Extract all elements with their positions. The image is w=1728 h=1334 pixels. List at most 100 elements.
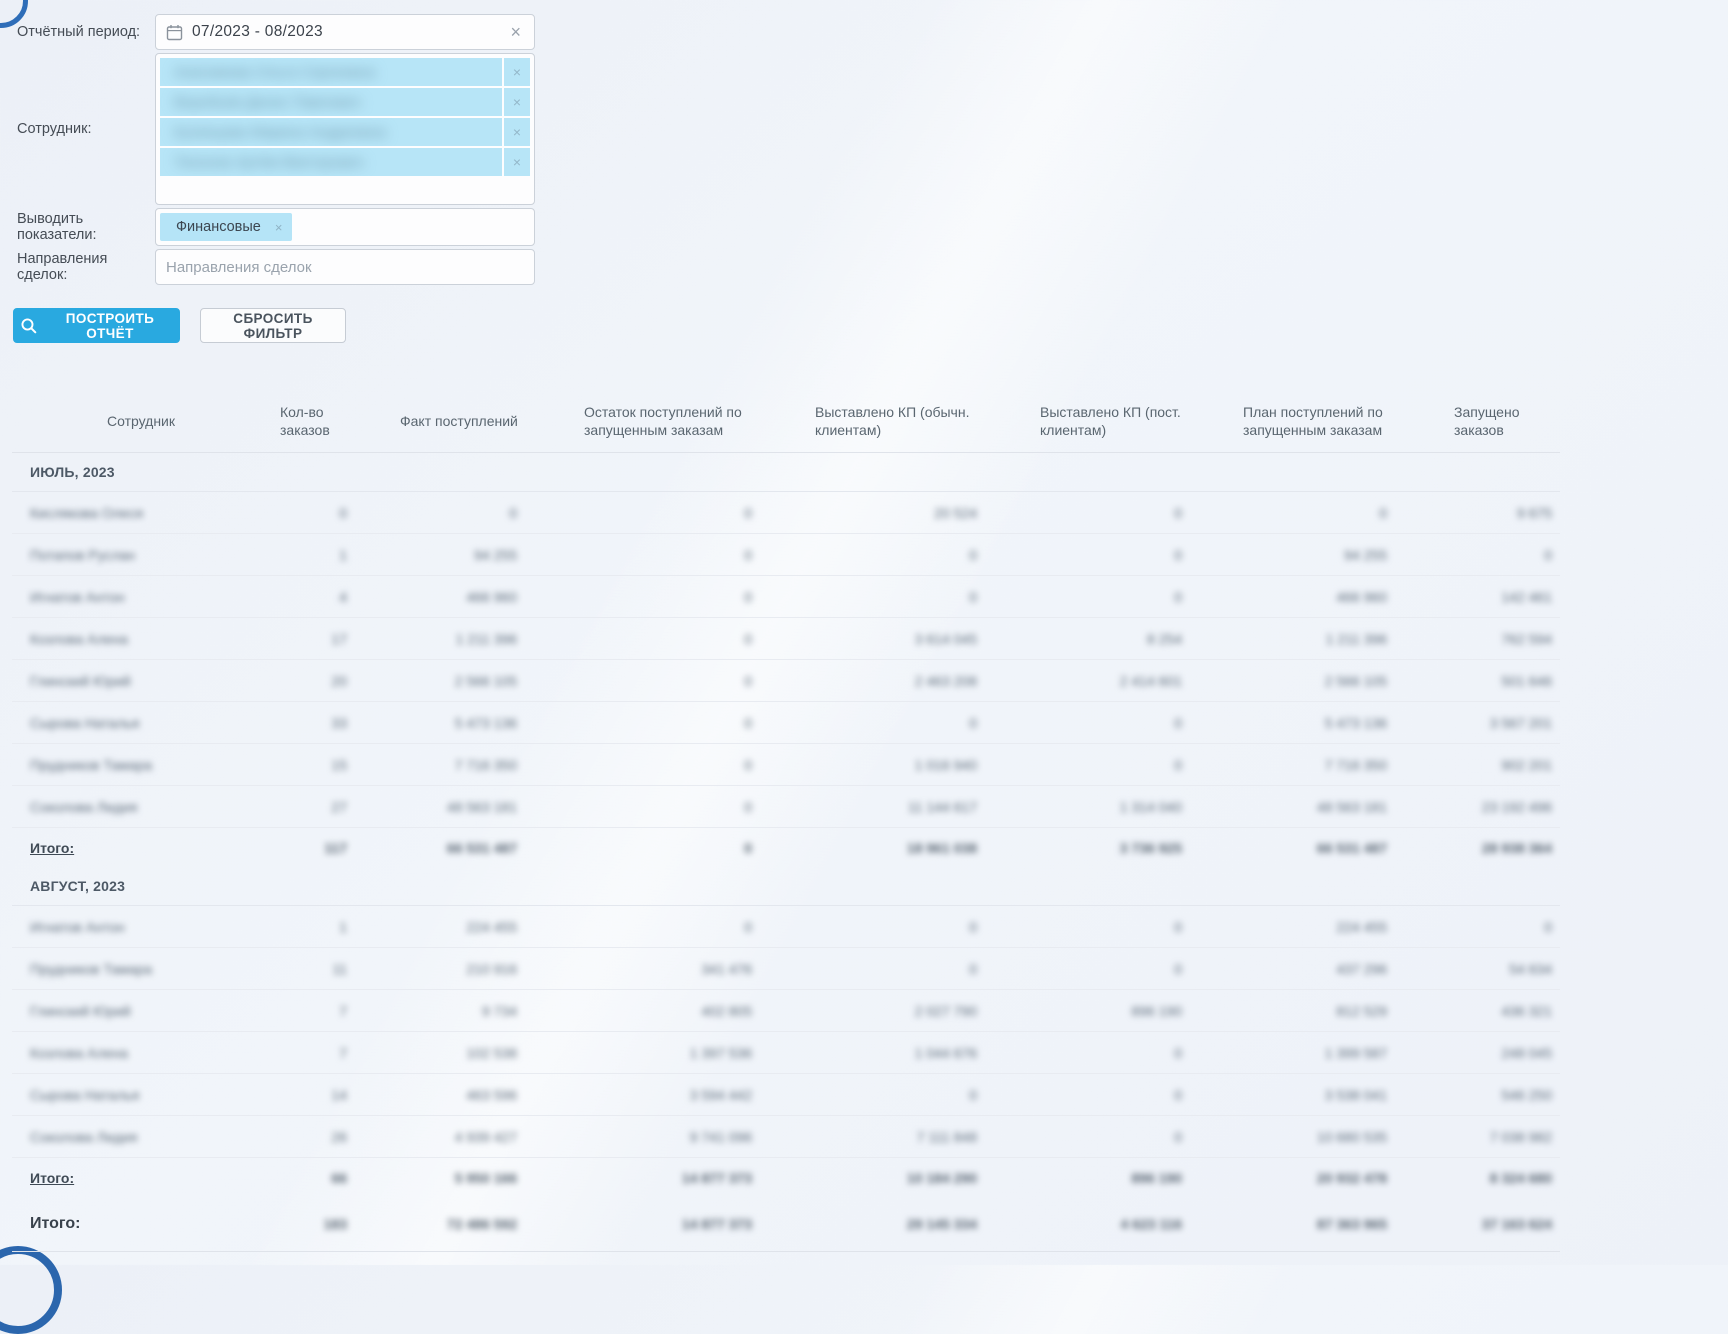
value-cell: 0 (757, 575, 982, 618)
value-cell: 896 190 (1131, 1169, 1182, 1186)
directions-input[interactable]: Направления сделок (155, 249, 535, 285)
value-cell: 0 (1392, 905, 1560, 948)
value-cell: 1 399 587 (1187, 1031, 1392, 1074)
value-cell: 4 939 427 (352, 1115, 522, 1158)
value-cell: 20 932 478 (1316, 1169, 1387, 1186)
value-cell: 18 961 038 (906, 839, 977, 856)
value-cell: 0 (757, 533, 982, 576)
directions-placeholder: Направления сделок (166, 258, 312, 276)
value-cell: 437 296 (1187, 947, 1392, 990)
value-cell: 0 (270, 491, 352, 534)
value-cell: 0 (982, 1031, 1187, 1074)
build-report-button[interactable]: ПОСТРОИТЬ ОТЧЁТ (13, 308, 180, 343)
indicators-multiselect[interactable]: Финансовые × (155, 208, 535, 246)
decorative-arc-bottom (0, 1246, 62, 1334)
value-cell: 1 211 396 (1187, 617, 1392, 660)
indicators-filter-row: Выводить показатели: Финансовые × (0, 208, 560, 246)
employee-multiselect[interactable]: Анисимова Ольга Сергеевна × Воробьёв Денис… (155, 53, 535, 205)
table-row: Игнатов Антон 1 224 455 0 0 0 224 455 0 (12, 905, 1560, 948)
employee-name-cell: Потапов Руслан (12, 533, 270, 576)
value-cell: 5 473 136 (352, 701, 522, 744)
table-row: Глинский Юрий 7 9 734 402 805 2 027 790 896 1… (12, 989, 1560, 1032)
value-cell: 902 201 (1392, 743, 1560, 786)
employee-name-cell: Глинский Юрий (12, 989, 270, 1032)
value-cell: 11 (270, 947, 352, 990)
employee-name-cell: Игнатов Антон (12, 575, 270, 618)
value-cell: 0 (744, 839, 752, 856)
value-cell: 1 (270, 533, 352, 576)
value-cell: 1 016 940 (757, 743, 982, 786)
table-row: Сырова Наталья 33 5 473 136 0 0 0 5 473 136 3 5… (12, 701, 1560, 744)
section-total-label: Итого: (30, 1169, 75, 1186)
value-cell: 466 960 (1187, 575, 1392, 618)
value-cell: 8 254 (982, 617, 1187, 660)
value-cell: 2 463 208 (757, 659, 982, 702)
value-cell: 72 486 592 (352, 1197, 522, 1252)
filter-actions: ПОСТРОИТЬ ОТЧЁТ СБРОСИТЬ ФИЛЬТР (13, 308, 346, 343)
remove-employee-icon[interactable]: × (504, 118, 530, 146)
remove-employee-icon[interactable]: × (504, 148, 530, 176)
value-cell: 1 (270, 905, 352, 948)
value-cell: 2 566 105 (352, 659, 522, 702)
report-table: Сотрудник Кол-во заказов Факт поступлени… (12, 390, 1560, 1252)
value-cell: 0 (522, 701, 757, 744)
employee-name-cell: Глинский Юрий (12, 659, 270, 702)
period-value: 07/2023 - 08/2023 (192, 23, 323, 40)
value-cell: 466 960 (352, 575, 522, 618)
employee-tag-label: Кузнецова Марина Андреевна (160, 118, 502, 146)
value-cell: 20 (270, 659, 352, 702)
employee-name-cell: Игнатов Антон (12, 905, 270, 948)
reset-filter-button[interactable]: СБРОСИТЬ ФИЛЬТР (200, 308, 346, 343)
employee-tag[interactable]: Тихонов Артём Викторович × (160, 148, 530, 176)
table-row: Соколова Лидия 26 4 939 427 9 741 096 7 111 … (12, 1115, 1560, 1158)
grand-total-label: Итого: (12, 1197, 270, 1252)
directions-label: Направления сделок: (17, 251, 108, 283)
value-cell: 1 314 040 (982, 785, 1187, 828)
reset-filter-label: СБРОСИТЬ ФИЛЬТР (233, 310, 313, 341)
value-cell: 0 (522, 491, 757, 534)
value-cell: 10 184 290 (906, 1169, 977, 1186)
value-cell: 3 736 925 (1119, 839, 1182, 856)
value-cell: 501 646 (1392, 659, 1560, 702)
table-row: Глинский Юрий 20 2 566 105 0 2 463 208 2 414 … (12, 659, 1560, 702)
employee-filter-row: Сотрудник: Анисимова Ольга Сергеевна × Вор… (0, 53, 560, 205)
section-total-row: Итого: 117 66 531 487 0 18 961 038 3 736 925 6… (12, 828, 1560, 868)
value-cell: 94 255 (1187, 533, 1392, 576)
employee-name-cell: Кислякова Олеся (12, 491, 270, 534)
employee-name-cell: Сырова Наталья (12, 701, 270, 744)
value-cell: 9 675 (1392, 491, 1560, 534)
period-input[interactable]: 07/2023 - 08/2023 × (155, 14, 535, 50)
employee-name-cell: Соколова Лидия (12, 785, 270, 828)
table-header-row: Сотрудник Кол-во заказов Факт поступлени… (12, 390, 1560, 453)
section-row: ИЮЛЬ, 2023 (12, 452, 1560, 492)
value-cell: 7 (270, 1031, 352, 1074)
section-total-label: Итого: (30, 839, 75, 856)
value-cell: 1 211 396 (352, 617, 522, 660)
value-cell: 2 566 105 (1187, 659, 1392, 702)
employee-tag[interactable]: Кузнецова Марина Андреевна × (160, 118, 530, 146)
build-report-label: ПОСТРОИТЬ ОТЧЁТ (65, 310, 155, 341)
remove-indicator-icon[interactable]: × (274, 219, 283, 235)
value-cell: 66 531 487 (1316, 839, 1387, 856)
clear-period-icon[interactable]: × (510, 22, 521, 42)
value-cell: 23 192 496 (1392, 785, 1560, 828)
section-row: АВГУСТ, 2023 (12, 867, 1560, 906)
employee-tag[interactable]: Воробьёв Денис Павлович × (160, 88, 530, 116)
value-cell: 66 531 487 (446, 839, 517, 856)
remove-employee-icon[interactable]: × (504, 58, 530, 86)
value-cell: 0 (982, 1073, 1187, 1116)
remove-employee-icon[interactable]: × (504, 88, 530, 116)
value-cell: 7 716 350 (1187, 743, 1392, 786)
value-cell: 0 (982, 701, 1187, 744)
value-cell: 0 (1187, 491, 1392, 534)
employee-tag[interactable]: Анисимова Ольга Сергеевна × (160, 58, 530, 86)
table-row: Потапов Руслан 1 94 255 0 0 0 94 255 0 (12, 533, 1560, 576)
value-cell: 26 (270, 1115, 352, 1158)
value-cell: 7 111 848 (757, 1115, 982, 1158)
value-cell: 102 538 (352, 1031, 522, 1074)
indicator-tag[interactable]: Финансовые × (160, 213, 293, 241)
value-cell: 17 (270, 617, 352, 660)
table-row: Сырова Наталья 14 463 596 3 594 442 0 0 3 538 … (12, 1073, 1560, 1116)
value-cell: 0 (352, 491, 522, 534)
employee-name-cell: Прудников Тамара (12, 947, 270, 990)
